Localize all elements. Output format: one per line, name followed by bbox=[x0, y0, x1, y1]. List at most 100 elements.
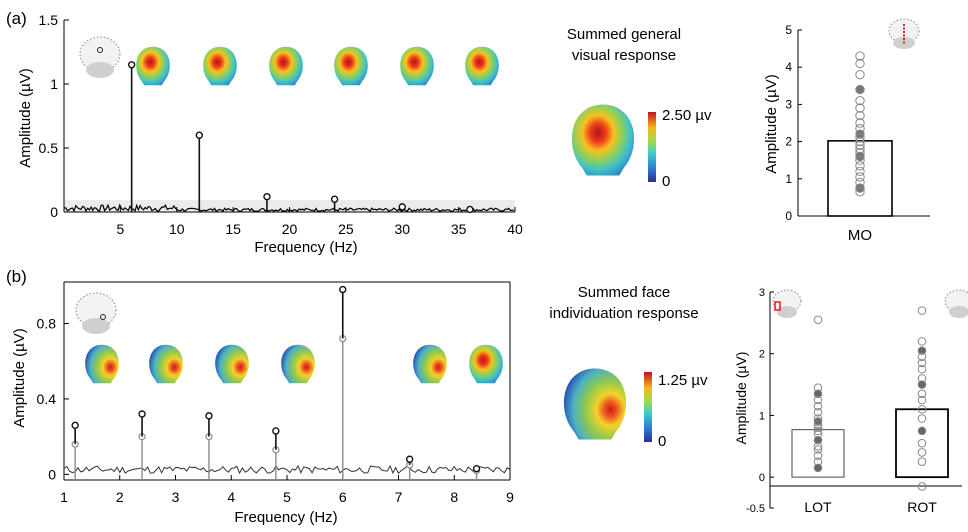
participant-point bbox=[813, 389, 823, 399]
topography-head-map bbox=[465, 46, 499, 86]
panel-a-bar-chart: 0 1 2 3 4 5 Amplitude (µV) MO bbox=[763, 18, 930, 244]
participant-point bbox=[813, 401, 823, 411]
panel-b-bar-chart: -0.5 0 1 2 3 Amplitude (µV) LOT ROT bbox=[733, 287, 968, 515]
harmonic-peak-marker bbox=[71, 421, 79, 430]
panel-b-map-title-line2: individuation response bbox=[549, 305, 698, 322]
participant-point bbox=[917, 426, 927, 436]
topography-head-map bbox=[269, 46, 303, 86]
y-tick-label: 1 bbox=[759, 410, 765, 422]
participant-point bbox=[917, 448, 927, 457]
participant-point bbox=[813, 463, 823, 473]
participant-point bbox=[917, 389, 927, 399]
participant-point bbox=[855, 172, 865, 182]
y-tick-label: 1 bbox=[50, 76, 58, 92]
x-tick-label: 6 bbox=[339, 489, 347, 505]
participant-point bbox=[813, 395, 823, 405]
harmonic-peak-marker bbox=[138, 410, 146, 418]
topography-head-row bbox=[136, 46, 499, 86]
y-tick-label: 2 bbox=[785, 135, 792, 149]
y-tick-label: -0.5 bbox=[746, 503, 765, 515]
category-label-LOT: LOT bbox=[804, 499, 832, 515]
participant-point bbox=[917, 337, 927, 346]
topography-head-map bbox=[281, 344, 315, 384]
participant-point bbox=[813, 426, 823, 436]
y-tick-label: 0 bbox=[50, 204, 58, 220]
topography-head-map bbox=[215, 344, 249, 384]
participant-point bbox=[917, 438, 927, 448]
harmonic-peak-marker bbox=[398, 203, 406, 211]
participant-point bbox=[855, 84, 865, 95]
participant-point bbox=[855, 51, 865, 61]
participant-point bbox=[917, 364, 927, 374]
y-tick-label: 2 bbox=[759, 349, 765, 361]
x-tick-label: 30 bbox=[394, 221, 410, 237]
topography-head-map bbox=[85, 344, 119, 384]
x-tick-label: 4 bbox=[227, 489, 235, 505]
participant-point bbox=[917, 482, 927, 491]
panel-a-colorbar bbox=[648, 112, 656, 182]
participant-point bbox=[855, 161, 865, 171]
harmonic-peak-marker bbox=[405, 455, 414, 463]
participant-point bbox=[917, 352, 927, 362]
participant-point bbox=[855, 58, 865, 69]
harmonic-peak-marker bbox=[466, 205, 474, 214]
participant-point bbox=[917, 395, 927, 405]
participant-point bbox=[917, 358, 927, 368]
participant-point bbox=[813, 451, 823, 460]
participant-point bbox=[813, 417, 823, 426]
participant-point bbox=[813, 435, 823, 445]
participant-point bbox=[855, 118, 865, 128]
y-tick-label: 3 bbox=[759, 287, 765, 299]
panel-b-spectrum: 0 0.4 0.8 1 2 3 4 5 6 7 8 9 Amplitude (µV) Frequen… bbox=[11, 281, 514, 526]
topography-head-map bbox=[136, 46, 170, 86]
x-tick-label: 15 bbox=[225, 221, 241, 237]
panel-b-colorbar bbox=[644, 372, 652, 442]
electrode-montage-icon bbox=[75, 292, 117, 334]
x-tick-label: 5 bbox=[283, 489, 291, 505]
participant-point bbox=[813, 445, 823, 454]
y-tick-label: 0.8 bbox=[37, 315, 57, 331]
participant-point bbox=[855, 133, 865, 143]
panel-b-y-axis-label: Amplitude (µV) bbox=[11, 328, 28, 428]
participant-point bbox=[813, 315, 823, 325]
panel-b-label: (b) bbox=[6, 267, 27, 286]
category-label-ROT: ROT bbox=[907, 499, 937, 515]
x-tick-label: 35 bbox=[451, 221, 467, 237]
participant-point bbox=[917, 404, 927, 414]
y-tick-label: 1 bbox=[785, 172, 792, 186]
category-label-MO: MO bbox=[848, 227, 872, 244]
harmonic-peak-marker bbox=[472, 464, 481, 473]
x-tick-label: 5 bbox=[116, 221, 124, 237]
x-tick-label: 7 bbox=[395, 489, 403, 505]
participant-point bbox=[855, 166, 865, 177]
y-tick-label: 0.5 bbox=[39, 140, 59, 156]
y-tick-label: 0.4 bbox=[37, 391, 57, 407]
x-tick-label: 9 bbox=[506, 489, 514, 505]
y-tick-label: 0 bbox=[48, 466, 56, 482]
panel-b-bar-y-axis-label: Amplitude (µV) bbox=[733, 352, 749, 445]
y-tick-label: 3 bbox=[785, 97, 792, 111]
participant-point bbox=[813, 441, 823, 451]
participant-point bbox=[917, 306, 927, 315]
topography-head-map bbox=[469, 344, 503, 384]
participant-point bbox=[855, 187, 865, 197]
electrode-montage-icon bbox=[888, 18, 920, 49]
topography-head-row bbox=[85, 344, 503, 384]
panel-b-x-axis-label: Frequency (Hz) bbox=[234, 509, 337, 526]
harmonic-peak-marker bbox=[272, 427, 280, 435]
participant-point bbox=[855, 69, 865, 80]
x-tick-label: 8 bbox=[450, 489, 458, 505]
panel-a-x-axis-label: Frequency (Hz) bbox=[254, 239, 357, 256]
y-tick-label: 4 bbox=[785, 60, 792, 74]
noise-floor-trace bbox=[63, 464, 511, 475]
panel-a-y-axis-label: Amplitude (µV) bbox=[17, 68, 34, 168]
participant-point bbox=[813, 423, 823, 433]
x-tick-label: 10 bbox=[169, 221, 185, 237]
panel-b-colorbar-min: 0 bbox=[658, 433, 666, 450]
panel-a-map-title-line1: Summed general bbox=[567, 26, 681, 43]
participant-point bbox=[855, 155, 865, 165]
participant-point bbox=[855, 140, 865, 151]
y-tick-label: 0 bbox=[759, 472, 765, 484]
harmonic-peak-marker bbox=[205, 412, 213, 420]
